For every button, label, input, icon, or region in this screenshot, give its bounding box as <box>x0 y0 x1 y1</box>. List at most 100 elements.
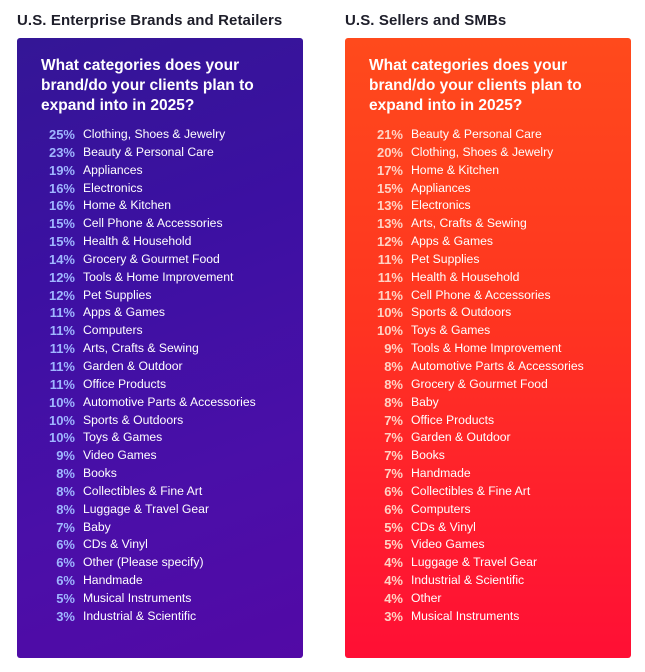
sellers-row: 7% Garden & Outdoor <box>345 429 631 447</box>
sellers-row-label: Collectibles & Fine Art <box>411 483 531 498</box>
enterprise-row-label: Baby <box>83 519 111 534</box>
enterprise-row: 3% Industrial & Scientific <box>17 608 303 626</box>
enterprise-row-percent: 10% <box>48 430 75 446</box>
sellers-row-label: Beauty & Personal Care <box>411 127 542 141</box>
enterprise-row: 14% Grocery & Gourmet Food <box>17 251 303 269</box>
enterprise-row: 10% Sports & Outdoors <box>17 412 303 430</box>
enterprise-row-label: Apps & Games <box>83 305 165 320</box>
sellers-row-percent: 4% <box>384 555 403 571</box>
enterprise-row-label: Industrial & Scientific <box>83 608 197 623</box>
sellers-row: 6% Computers <box>345 501 631 519</box>
sellers-row-percent: 10% <box>376 323 403 339</box>
sellers-row: 7% Books <box>345 447 631 465</box>
sellers-row-label: Handmade <box>411 466 471 481</box>
sellers-row-label: Arts, Crafts & Sewing <box>411 216 527 231</box>
enterprise-row-label: Handmade <box>83 573 143 588</box>
enterprise-column-title: U.S. Enterprise Brands and Retailers <box>17 12 283 29</box>
enterprise-row-percent: 6% <box>56 537 75 553</box>
sellers-row-label: Sports & Outdoors <box>411 305 512 320</box>
sellers-row: 11% Cell Phone & Accessories <box>345 287 631 305</box>
sellers-row-percent: 21% <box>376 127 403 142</box>
enterprise-row: 11% Computers <box>17 322 303 340</box>
sellers-row: 10% Toys & Games <box>345 322 631 340</box>
sellers-row: 4% Industrial & Scientific <box>345 572 631 590</box>
sellers-row-percent: 7% <box>384 430 403 446</box>
enterprise-row-percent: 11% <box>49 305 75 321</box>
enterprise-row-label: Office Products <box>83 376 167 391</box>
enterprise-row-percent: 11% <box>49 376 75 392</box>
sellers-row: 3% Musical Instruments <box>345 608 631 626</box>
enterprise-row-label: Appliances <box>83 162 143 177</box>
enterprise-row-percent: 10% <box>48 412 75 428</box>
sellers-row-label: Industrial & Scientific <box>411 573 525 588</box>
enterprise-row: 16% Home & Kitchen <box>17 197 303 215</box>
enterprise-row-label: Tools & Home Improvement <box>83 269 234 284</box>
enterprise-row-label: Beauty & Personal Care <box>83 144 214 159</box>
enterprise-row-label: Other (Please specify) <box>83 555 204 570</box>
enterprise-row-percent: 15% <box>48 216 75 232</box>
enterprise-row-label: Home & Kitchen <box>83 198 172 213</box>
enterprise-row-percent: 23% <box>48 144 75 160</box>
sellers-row-percent: 13% <box>376 198 403 214</box>
sellers-row-label: CDs & Vinyl <box>411 519 476 534</box>
sellers-row: 8% Automotive Parts & Accessories <box>345 358 631 376</box>
enterprise-row: 6% CDs & Vinyl <box>17 536 303 554</box>
enterprise-row-percent: 16% <box>48 198 75 214</box>
sellers-row-label: Home & Kitchen <box>411 162 500 177</box>
sellers-row: 21% Beauty & Personal Care <box>345 126 631 144</box>
sellers-row-label: Computers <box>411 501 471 516</box>
enterprise-row-percent: 11% <box>49 323 75 339</box>
enterprise-row-percent: 9% <box>56 448 75 464</box>
sellers-question: What categories does your brand/do your … <box>369 57 582 114</box>
enterprise-row-percent: 5% <box>56 590 75 606</box>
sellers-row-percent: 11% <box>377 251 403 267</box>
sellers-row: 8% Baby <box>345 394 631 412</box>
enterprise-row-percent: 7% <box>56 519 75 535</box>
enterprise-row: 23% Beauty & Personal Care <box>17 144 303 162</box>
sellers-row-label: Cell Phone & Accessories <box>411 287 551 302</box>
sellers-row: 6% Collectibles & Fine Art <box>345 483 631 501</box>
sellers-row: 13% Arts, Crafts & Sewing <box>345 215 631 233</box>
sellers-row-percent: 11% <box>377 287 403 303</box>
enterprise-row: 11% Arts, Crafts & Sewing <box>17 340 303 358</box>
sellers-row-percent: 7% <box>384 448 403 464</box>
sellers-row-label: Pet Supplies <box>411 251 480 266</box>
enterprise-row-percent: 10% <box>48 394 75 410</box>
enterprise-row: 7% Baby <box>17 519 303 537</box>
enterprise-row-label: Computers <box>83 323 143 338</box>
sellers-row-percent: 4% <box>384 573 403 589</box>
sellers-row-percent: 6% <box>384 501 403 517</box>
sellers-row: 11% Pet Supplies <box>345 251 631 269</box>
enterprise-row: 6% Handmade <box>17 572 303 590</box>
enterprise-question: What categories does your brand/do your … <box>41 57 254 114</box>
sellers-row-percent: 10% <box>376 305 403 321</box>
enterprise-row: 6% Other (Please specify) <box>17 554 303 572</box>
sellers-row-percent: 8% <box>384 376 403 392</box>
sellers-row: 17% Home & Kitchen <box>345 162 631 180</box>
enterprise-row-percent: 6% <box>56 573 75 589</box>
enterprise-row: 11% Office Products <box>17 376 303 394</box>
sellers-row-percent: 9% <box>384 341 403 357</box>
enterprise-row-percent: 14% <box>48 251 75 267</box>
sellers-row-label: Baby <box>411 394 439 409</box>
enterprise-row-percent: 8% <box>56 466 75 482</box>
sellers-row-label: Garden & Outdoor <box>411 430 511 445</box>
enterprise-row-label: Pet Supplies <box>83 287 152 302</box>
enterprise-row-label: Garden & Outdoor <box>83 358 183 373</box>
enterprise-row-percent: 8% <box>56 483 75 499</box>
enterprise-row-label: Musical Instruments <box>83 590 192 605</box>
enterprise-row-label: Luggage & Travel Gear <box>83 501 210 516</box>
sellers-row: 11% Health & Household <box>345 269 631 287</box>
enterprise-row-percent: 3% <box>56 608 75 624</box>
enterprise-row: 8% Collectibles & Fine Art <box>17 483 303 501</box>
enterprise-row: 15% Cell Phone & Accessories <box>17 215 303 233</box>
sellers-row-percent: 8% <box>384 358 403 374</box>
sellers-row-label: Toys & Games <box>411 323 491 338</box>
enterprise-row: 11% Garden & Outdoor <box>17 358 303 376</box>
enterprise-panel: What categories does your brand/do your … <box>17 38 303 658</box>
enterprise-row: 11% Apps & Games <box>17 304 303 322</box>
sellers-row-percent: 6% <box>384 483 403 499</box>
enterprise-row: 19% Appliances <box>17 162 303 180</box>
enterprise-row-label: Collectibles & Fine Art <box>83 483 203 498</box>
sellers-row-percent: 12% <box>376 234 403 250</box>
